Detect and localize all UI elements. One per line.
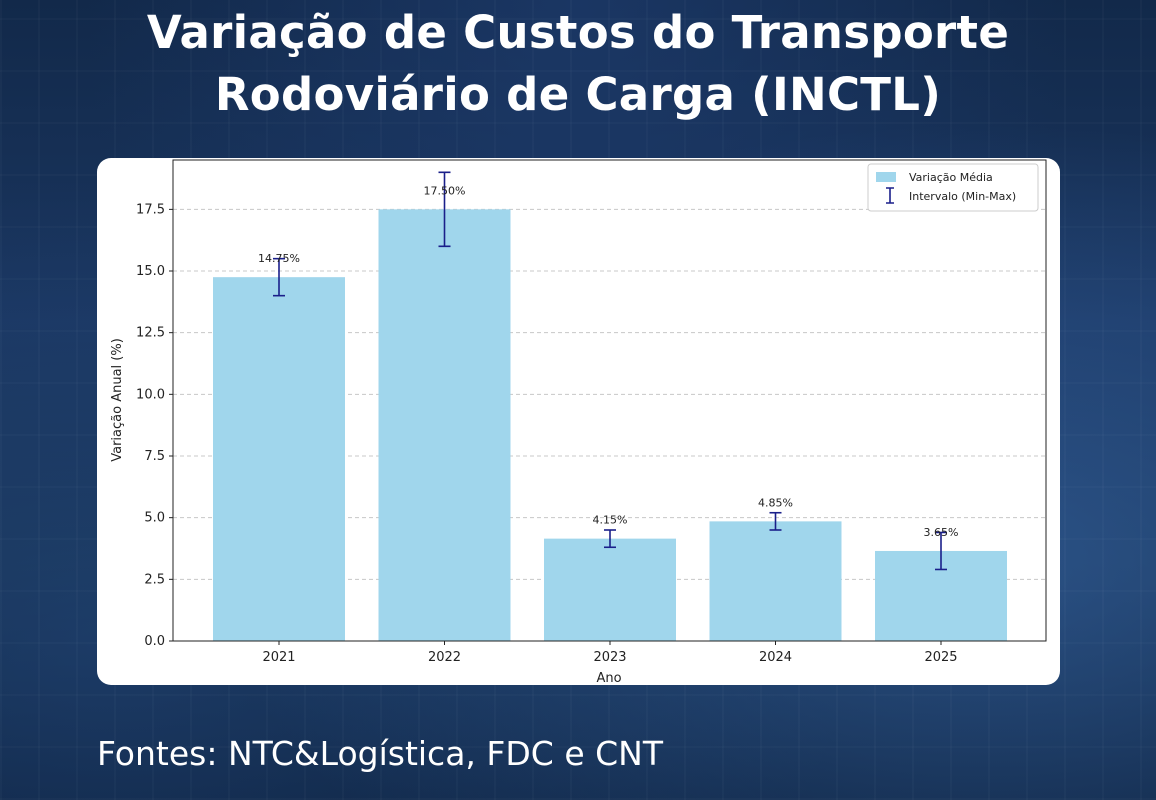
- y-tick-label: 10.0: [136, 387, 165, 402]
- errorbar-2021: [273, 257, 285, 297]
- data-label-2022: 17.50%: [424, 184, 466, 197]
- bar-2024: [709, 521, 842, 641]
- data-labels: 14.75% 17.50% 4.15% 4.85% 3.65%: [258, 184, 958, 539]
- bar-chart: 14.75% 17.50% 4.15% 4.85% 3.65% 0.0 2.5 5.0 7.5…: [110, 159, 1047, 685]
- y-tick-label: 17.5: [136, 202, 165, 217]
- legend: Variação Média Intervalo (Min-Max): [867, 163, 1039, 212]
- bar-2021: [213, 277, 345, 641]
- errorbar-2022: [438, 171, 451, 248]
- y-axis-label: Variação Anual (%): [110, 338, 125, 462]
- legend-swatch-bar: [876, 172, 896, 182]
- chart-card: 14.75% 17.50% 4.15% 4.85% 3.65% 0.0 2.5 5.0 7.5…: [97, 158, 1060, 685]
- y-tick-label: 2.5: [144, 572, 165, 587]
- x-tick-label: 2023: [593, 650, 626, 665]
- data-label-2025: 3.65%: [924, 526, 959, 539]
- x-tick-label: 2024: [759, 650, 792, 665]
- title-line-2: Rodoviário de Carga (INCTL): [214, 68, 942, 121]
- errorbar-2024: [769, 511, 782, 531]
- legend-entry-range: Intervalo (Min-Max): [909, 190, 1016, 203]
- y-tick-label: 12.5: [136, 326, 165, 341]
- x-tick-label: 2022: [428, 650, 461, 665]
- data-label-2024: 4.85%: [758, 496, 793, 509]
- y-tick-label: 15.0: [136, 264, 165, 279]
- title-line-1: Variação de Custos do Transporte: [146, 6, 1010, 59]
- error-bars: [273, 171, 947, 571]
- errorbar-2025: [935, 531, 947, 571]
- x-axis-ticks: 2021 2022 2023 2024 2025: [262, 641, 958, 665]
- errorbar-2023: [604, 529, 616, 549]
- x-axis-label: Ano: [596, 671, 621, 685]
- data-label-2023: 4.15%: [593, 514, 628, 527]
- x-tick-label: 2021: [262, 650, 295, 665]
- sources-text: Fontes: NTC&Logística, FDC e CNT: [97, 734, 663, 773]
- bar-2023: [544, 538, 676, 641]
- y-tick-label: 5.0: [144, 511, 165, 526]
- legend-box: [867, 163, 1039, 212]
- data-label-2021: 14.75%: [258, 252, 300, 265]
- y-axis-ticks: 0.0 2.5 5.0 7.5 10.0 12.5 15.0 17.5: [136, 202, 173, 649]
- y-tick-label: 0.0: [144, 634, 165, 649]
- x-tick-label: 2025: [924, 650, 957, 665]
- bars: [213, 209, 1007, 642]
- bar-2022: [378, 209, 511, 642]
- page-title: Variação de Custos do Transporte Rodoviá…: [0, 2, 1156, 126]
- legend-swatch-errorbar: [886, 187, 894, 204]
- y-tick-label: 7.5: [144, 449, 165, 464]
- legend-entry-mean: Variação Média: [909, 171, 993, 184]
